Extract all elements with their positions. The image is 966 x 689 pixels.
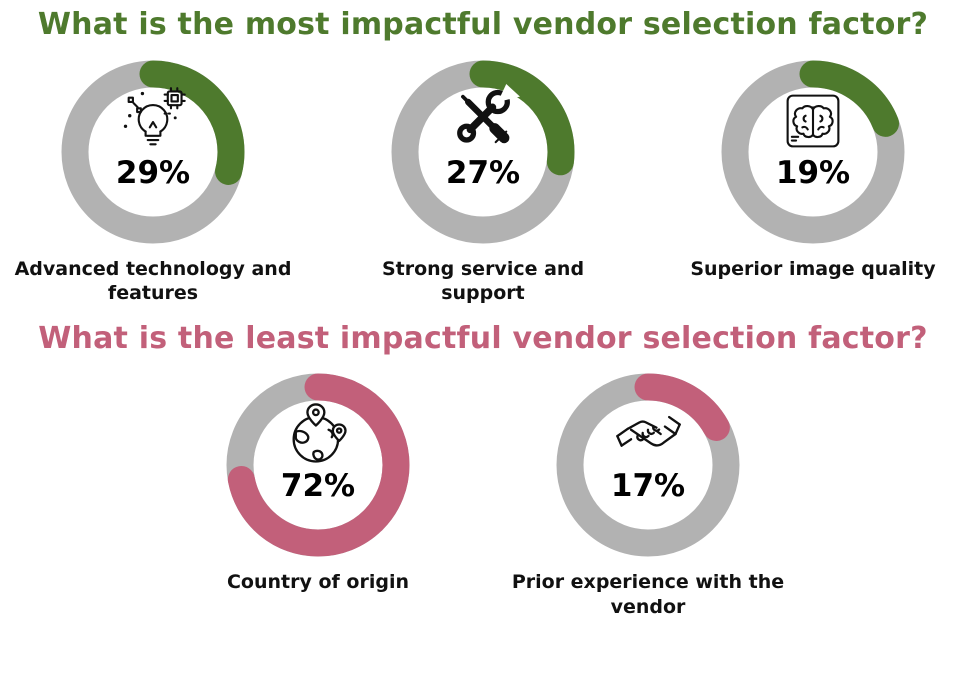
donut-ring: [226, 373, 410, 557]
donut-row-least-impactful: 72% Country of origin: [0, 370, 966, 619]
donut-ring: [721, 60, 905, 243]
stat-label: Prior experience with the vendor: [511, 571, 785, 619]
stat-card-image-quality: 19% Superior image quality: [662, 57, 964, 306]
donut-chart: 29%: [58, 57, 248, 247]
brain-scan-icon: [776, 84, 850, 158]
stat-label: Advanced technology and features: [14, 257, 292, 305]
tools-icon: [446, 83, 520, 158]
section-title-least-impactful: What is the least impactful vendor selec…: [38, 320, 928, 356]
stat-card-advanced-technology: 29% Advanced technology and features: [2, 57, 304, 306]
donut-chart: 27%: [388, 57, 578, 247]
percent-value: 19%: [775, 154, 851, 191]
percent-value: 27%: [445, 154, 521, 191]
stat-label: Country of origin: [226, 571, 409, 594]
percent-value: 17%: [610, 468, 686, 505]
globe-location-icon: [281, 397, 355, 471]
stat-card-prior-experience: 17% Prior experience with the vendor: [497, 370, 799, 619]
percent-value: 72%: [280, 468, 356, 505]
vendor-selection-infographic: What is the most impactful vendor select…: [0, 7, 966, 619]
stat-card-service-support: 27% Strong service and support: [332, 57, 634, 306]
donut-ring: [556, 373, 740, 557]
stat-label: Strong service and support: [381, 257, 585, 305]
donut-value-arc: [226, 373, 410, 557]
section-title-most-impactful: What is the most impactful vendor select…: [37, 7, 929, 42]
technology-bulb-icon: [116, 84, 190, 158]
donut-value-arc: [391, 60, 575, 243]
donut-chart: 17%: [553, 370, 743, 560]
donut-chart: 19%: [718, 57, 908, 247]
donut-chart: 72%: [223, 370, 413, 560]
stat-label: Superior image quality: [690, 257, 936, 280]
donut-row-most-impactful: 29% Advanced technology and features: [0, 57, 966, 306]
handshake-icon: [611, 397, 685, 471]
percent-value: 29%: [115, 154, 191, 191]
donut-value-arc: [721, 60, 905, 243]
donut-ring: [391, 60, 575, 243]
donut-ring: [61, 60, 245, 243]
stat-card-country-origin: 72% Country of origin: [167, 370, 469, 619]
donut-value-arc: [556, 373, 740, 557]
donut-value-arc: [61, 60, 245, 243]
